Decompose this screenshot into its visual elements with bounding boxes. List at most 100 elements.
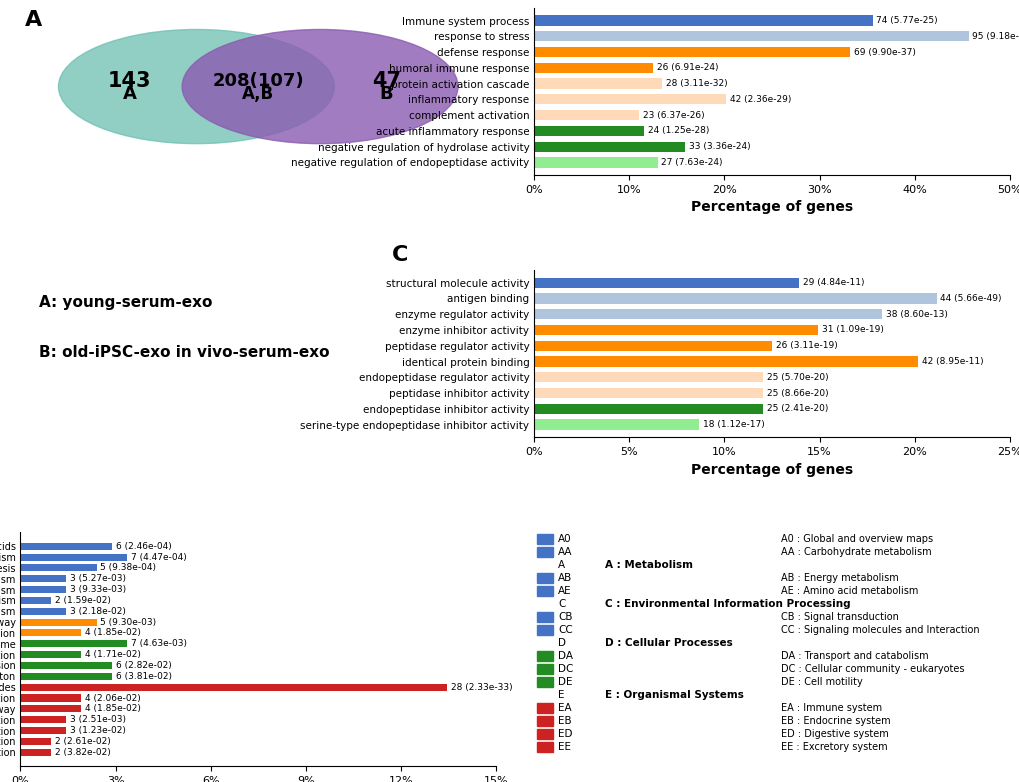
X-axis label: Percentage of genes: Percentage of genes [690,463,852,476]
Text: 5 (9.38e-04): 5 (9.38e-04) [100,564,156,572]
Text: 27 (7.63e-24): 27 (7.63e-24) [660,158,722,167]
Bar [20,554,127,561]
Text: AB: AB [557,572,572,583]
Bar [20,662,112,669]
Text: 69 (9.90e-37): 69 (9.90e-37) [853,48,914,56]
Text: 47: 47 [372,70,400,91]
Text: AE : Amino acid metabolism: AE : Amino acid metabolism [781,586,918,596]
Bar [534,157,657,167]
Text: A: A [557,560,565,569]
Text: DA: DA [557,651,573,661]
Bar [534,325,817,335]
Bar [534,372,762,382]
Text: 4 (2.06e-02): 4 (2.06e-02) [86,694,141,702]
Bar [536,547,552,557]
Text: A : Metabolism: A : Metabolism [605,560,693,569]
Text: ED: ED [557,729,572,739]
Bar [20,608,66,615]
Text: 24 (1.25e-28): 24 (1.25e-28) [647,127,708,135]
Text: CC: CC [557,625,572,635]
Bar [534,341,771,351]
Text: DC: DC [557,664,573,674]
Bar [20,705,82,712]
Text: 3 (2.51e-03): 3 (2.51e-03) [70,716,125,724]
Bar [20,683,447,691]
Bar [534,31,968,41]
Bar [536,534,552,543]
Text: 143: 143 [108,70,152,91]
Text: A: A [25,10,43,30]
Bar [536,586,552,596]
Ellipse shape [58,30,334,144]
Text: 42 (8.95e-11): 42 (8.95e-11) [921,357,982,366]
Text: 95 (9.18e-30): 95 (9.18e-30) [971,32,1019,41]
Text: DE : Cell motility: DE : Cell motility [781,676,862,687]
Text: A: young-serum-exo: A: young-serum-exo [40,295,213,310]
Text: 25 (8.66e-20): 25 (8.66e-20) [766,389,827,397]
Bar [20,727,66,734]
Text: B: old-iPSC-exo in vivo-serum-exo: B: old-iPSC-exo in vivo-serum-exo [40,346,329,361]
Text: CB : Signal transduction: CB : Signal transduction [781,612,899,622]
Text: 25 (5.70e-20): 25 (5.70e-20) [766,373,827,382]
Text: 4 (1.85e-02): 4 (1.85e-02) [86,629,141,637]
Bar [536,651,552,661]
Bar [20,576,66,583]
Text: EE : Excretory system: EE : Excretory system [781,742,888,752]
Text: ED : Digestive system: ED : Digestive system [781,729,889,739]
Text: AE: AE [557,586,571,596]
Bar [534,95,726,105]
Text: 31 (1.09e-19): 31 (1.09e-19) [820,325,882,335]
Text: 208(107): 208(107) [212,72,304,90]
Text: A0 : Global and overview maps: A0 : Global and overview maps [781,533,932,543]
Bar [20,565,97,572]
Text: 5 (9.30e-03): 5 (9.30e-03) [100,618,156,626]
Bar [536,703,552,713]
Text: 2 (3.82e-02): 2 (3.82e-02) [55,748,110,757]
Text: C: C [557,599,565,608]
Bar [534,47,849,57]
Text: 23 (6.37e-26): 23 (6.37e-26) [643,110,704,120]
Bar [20,543,112,550]
Bar [536,612,552,622]
Text: DA : Transport and catabolism: DA : Transport and catabolism [781,651,928,661]
Text: 18 (1.12e-17): 18 (1.12e-17) [702,420,763,429]
Text: 6 (3.81e-02): 6 (3.81e-02) [115,672,171,681]
Bar [534,110,639,120]
Text: EB: EB [557,716,571,726]
Text: EA : Immune system: EA : Immune system [781,703,881,713]
Text: DC : Cellular community - eukaryotes: DC : Cellular community - eukaryotes [781,664,964,674]
Text: CB: CB [557,612,572,622]
Bar [534,309,880,319]
Bar [20,651,82,658]
Bar [534,404,762,414]
Text: EE: EE [557,742,571,752]
Bar [534,357,917,367]
Bar [20,716,66,723]
Bar [20,640,127,647]
Text: E : Organismal Systems: E : Organismal Systems [605,690,744,700]
Bar [20,630,82,637]
Text: 38 (8.60e-13): 38 (8.60e-13) [884,310,947,319]
Bar [534,419,698,429]
Text: 6 (2.46e-04): 6 (2.46e-04) [115,542,171,551]
X-axis label: Percentage of genes: Percentage of genes [690,200,852,214]
Bar [534,293,935,303]
Ellipse shape [182,30,458,144]
Text: A0: A0 [557,533,571,543]
Bar [536,625,552,635]
Bar [20,586,66,594]
Bar [536,664,552,674]
Text: 28 (3.11e-32): 28 (3.11e-32) [665,79,727,88]
Bar [20,597,51,604]
Text: AA : Carbohydrate metabolism: AA : Carbohydrate metabolism [781,547,931,557]
Text: 44 (5.66e-49): 44 (5.66e-49) [940,294,1001,303]
Bar [534,142,685,152]
Text: 2 (2.61e-02): 2 (2.61e-02) [55,737,110,746]
Bar [534,63,652,73]
Text: 3 (5.27e-03): 3 (5.27e-03) [70,574,125,583]
Bar [20,619,97,626]
Text: 29 (4.84e-11): 29 (4.84e-11) [802,278,864,287]
Text: 4 (1.71e-02): 4 (1.71e-02) [86,650,141,659]
Text: CC : Signaling molecules and Interaction: CC : Signaling molecules and Interaction [781,625,979,635]
Text: 42 (2.36e-29): 42 (2.36e-29) [730,95,791,104]
